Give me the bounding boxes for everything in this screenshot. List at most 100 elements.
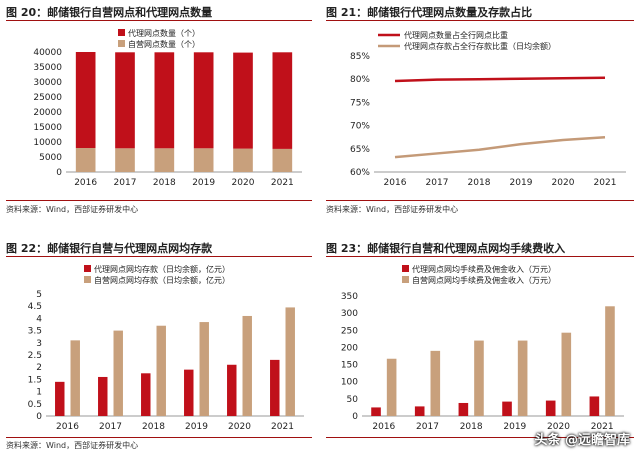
x-tick-label: 2020 bbox=[232, 178, 255, 188]
y-tick-label: 150 bbox=[341, 361, 358, 371]
bar-self-operated bbox=[386, 358, 397, 416]
y-tick-label: 2 bbox=[36, 363, 42, 373]
legend-label: 自营网点网均手续费及佣金收入（万元） bbox=[412, 275, 556, 285]
y-tick-label: 1.5 bbox=[28, 375, 42, 385]
y-tick-label: 25000 bbox=[33, 93, 62, 103]
chart-source: 资料来源：Wind，西部证券研发中心 bbox=[6, 441, 139, 450]
x-tick-label: 2020 bbox=[552, 178, 575, 188]
legend-label: 代理网点存款占全行存款比重（日均余额） bbox=[404, 41, 556, 51]
chart-23-svg: 0 50 100 150 200 250 300 350 2016 2017 2018 2019 202… bbox=[341, 264, 624, 432]
title-rule bbox=[326, 20, 634, 21]
panel-chart-23: 图 23：邮储银行自营和代理网点网均手续费收入 0 50 100 150 200 250 3… bbox=[326, 240, 634, 452]
legend-label: 自营网点数量（个） bbox=[128, 39, 200, 49]
chart-20-svg: 0 5000 10000 15000 20000 25000 30000 35000 40000… bbox=[33, 28, 302, 188]
legend-label: 代理网点网均手续费及佣金收入（万元） bbox=[412, 264, 556, 274]
bar-self-operated bbox=[75, 148, 96, 172]
x-tick-label: 2018 bbox=[153, 178, 176, 188]
x-tick-label: 2019 bbox=[192, 178, 215, 188]
x-tick-label: 2018 bbox=[142, 422, 165, 432]
bar-self-operated bbox=[285, 307, 295, 416]
x-tick-label: 2021 bbox=[271, 422, 294, 432]
x-tick-label: 2016 bbox=[56, 422, 79, 432]
legend-label: 代理网点数量（个） bbox=[128, 28, 200, 38]
x-tick-label: 2017 bbox=[416, 422, 439, 432]
y-tick-label: 0 bbox=[352, 412, 358, 422]
bar-agency bbox=[75, 52, 96, 148]
legend-swatch bbox=[84, 276, 91, 283]
y-tick-label: 300 bbox=[341, 309, 358, 319]
bar-self-operated bbox=[561, 332, 572, 416]
x-tick-label: 2019 bbox=[503, 422, 526, 432]
legend-swatch bbox=[118, 29, 125, 36]
x-tick-label: 2017 bbox=[114, 178, 137, 188]
x-tick-label: 2019 bbox=[510, 178, 533, 188]
y-tick-label: 200 bbox=[341, 343, 358, 353]
y-tick-label: 3 bbox=[36, 339, 42, 349]
bar-agency bbox=[502, 401, 512, 416]
bar-agency bbox=[458, 402, 469, 416]
bottom-rule bbox=[326, 200, 634, 201]
y-tick-label: 100 bbox=[341, 378, 358, 388]
y-tick-label: 50 bbox=[347, 395, 359, 405]
bar-self-operated bbox=[115, 148, 135, 172]
y-tick-label: 80% bbox=[350, 75, 370, 85]
bar-self-operated bbox=[605, 306, 615, 416]
panel-chart-21: 图 21：邮储银行代理网点数量及存款占比 60% 65% 70% 75% 80% 85% 2… bbox=[326, 4, 634, 219]
line-branch-share bbox=[394, 76, 606, 83]
bar-agency bbox=[227, 364, 237, 416]
chart-21-svg: 60% 65% 70% 75% 80% 85% 2016 2017 2018 2019 2020 20… bbox=[350, 30, 626, 188]
y-tick-label: 0 bbox=[56, 168, 62, 178]
legend-swatch bbox=[402, 265, 409, 272]
bottom-rule bbox=[326, 437, 634, 438]
bar-agency bbox=[414, 406, 425, 416]
y-tick-label: 3.5 bbox=[28, 327, 42, 337]
title-rule bbox=[6, 256, 312, 257]
y-tick-label: 5 bbox=[36, 290, 42, 300]
bar-self-operated bbox=[70, 340, 80, 416]
y-tick-label: 60% bbox=[350, 168, 370, 178]
bar-self-operated bbox=[242, 315, 252, 416]
y-tick-label: 75% bbox=[350, 98, 370, 108]
bar-self-operated bbox=[233, 148, 253, 172]
y-tick-label: 20000 bbox=[33, 108, 62, 118]
x-tick-label: 2017 bbox=[99, 422, 122, 432]
x-tick-label: 2021 bbox=[591, 422, 614, 432]
bar-self-operated bbox=[517, 340, 528, 416]
y-tick-label: 350 bbox=[341, 292, 358, 302]
bar-self-operated bbox=[154, 148, 175, 172]
title-rule bbox=[6, 20, 312, 21]
y-tick-label: 2.5 bbox=[28, 351, 42, 361]
y-tick-label: 4.5 bbox=[28, 302, 42, 312]
chart-22-svg: 0 0.5 1 1.5 2 2.5 3 3.5 4 4.5 5 2016 2017 2018 2019 202… bbox=[28, 264, 304, 432]
bottom-rule bbox=[6, 437, 312, 438]
bar-self-operated bbox=[199, 322, 209, 416]
chart-title: 图 22：邮储银行自营与代理网点网均存款 bbox=[6, 242, 213, 255]
bar-agency bbox=[371, 407, 381, 416]
y-tick-label: 0 bbox=[36, 412, 42, 422]
x-tick-label: 2016 bbox=[372, 422, 395, 432]
x-tick-label: 2021 bbox=[594, 178, 617, 188]
y-tick-label: 4 bbox=[36, 314, 42, 324]
bar-self-operated bbox=[193, 148, 214, 172]
bar-agency bbox=[184, 369, 194, 416]
line-deposit-share bbox=[394, 135, 606, 159]
bar-agency bbox=[545, 400, 556, 416]
bar-self-operated bbox=[474, 340, 484, 416]
y-tick-label: 0.5 bbox=[28, 400, 42, 410]
y-tick-label: 250 bbox=[341, 326, 358, 336]
y-tick-label: 1 bbox=[36, 388, 42, 398]
chart-title: 图 20：邮储银行自营网点和代理网点数量 bbox=[6, 6, 213, 19]
bar-agency bbox=[193, 52, 214, 149]
panel-chart-22: 图 22：邮储银行自营与代理网点网均存款 0 0.5 1 1.5 2 2.5 3 3.5 4 4.… bbox=[6, 240, 312, 452]
chart-title: 图 23：邮储银行自营和代理网点网均手续费收入 bbox=[326, 242, 566, 255]
bar-agency bbox=[98, 376, 108, 416]
y-tick-label: 85% bbox=[350, 52, 370, 62]
y-tick-label: 30000 bbox=[33, 78, 62, 88]
bar-agency bbox=[233, 52, 253, 149]
title-rule bbox=[326, 256, 634, 257]
legend-swatch bbox=[118, 40, 125, 47]
bar-agency bbox=[141, 373, 151, 416]
bottom-rule bbox=[6, 200, 312, 201]
x-tick-label: 2020 bbox=[228, 422, 251, 432]
panel-chart-20: 图 20：邮储银行自营网点和代理网点数量 0 5000 10000 15000 2000… bbox=[6, 4, 312, 219]
